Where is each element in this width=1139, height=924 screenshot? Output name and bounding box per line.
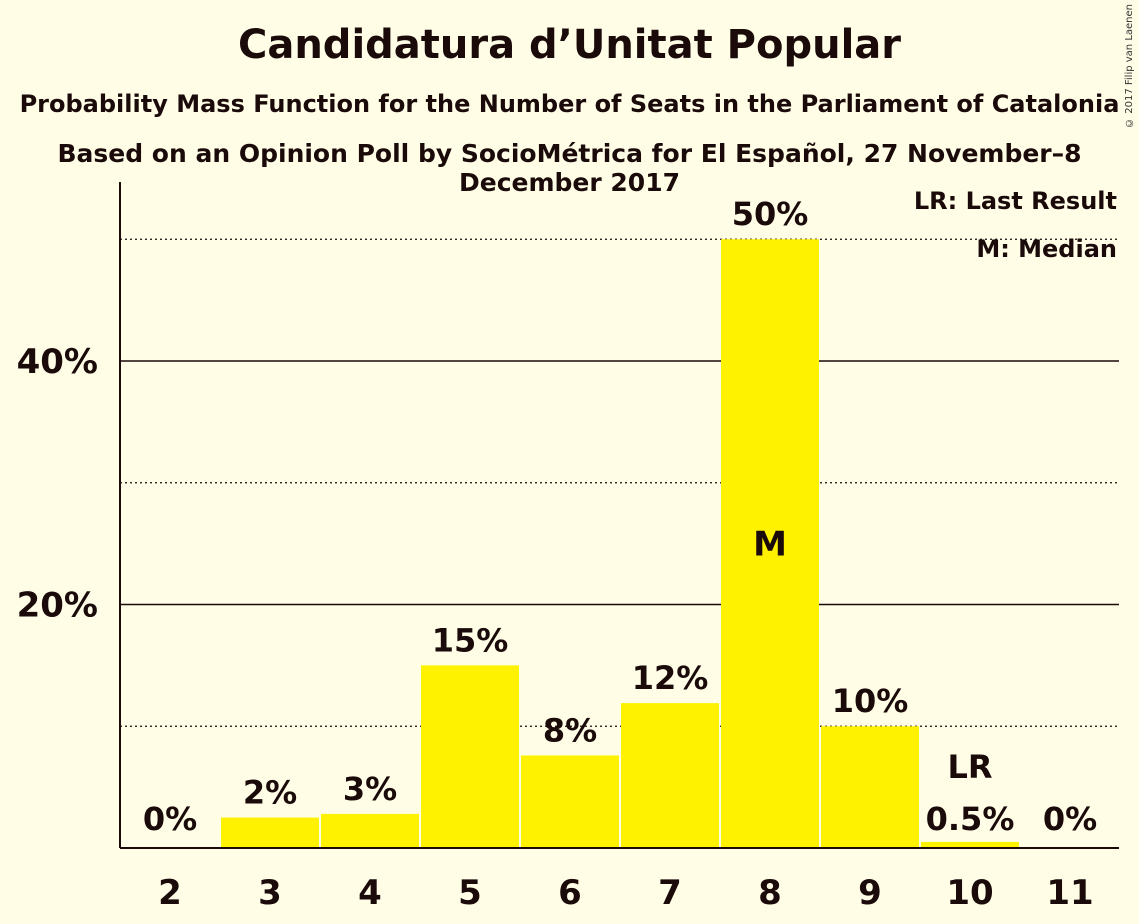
- bar: [921, 841, 1019, 848]
- x-tick-label: 7: [658, 873, 682, 913]
- data-label: 50%: [732, 195, 809, 233]
- data-label: 2%: [243, 774, 297, 812]
- axes: [119, 182, 1119, 849]
- legend-last-result: LR: Last Result: [914, 187, 1117, 215]
- x-tick-label: 11: [1046, 873, 1093, 913]
- data-label: 10%: [832, 682, 909, 720]
- bar: [821, 726, 919, 848]
- data-label: 8%: [543, 711, 597, 749]
- x-tick-label: 10: [946, 873, 993, 913]
- y-tick-label: 40%: [17, 342, 98, 382]
- data-label: 15%: [432, 621, 509, 659]
- median-marker: M: [753, 525, 787, 565]
- bar: [421, 665, 519, 848]
- data-label: 12%: [632, 659, 709, 697]
- x-tick-label: 9: [858, 873, 882, 913]
- x-tick-label: 3: [258, 873, 282, 913]
- bar: [721, 239, 819, 849]
- x-tick-label: 8: [758, 873, 782, 913]
- chart-title: Candidatura d’Unitat Popular: [237, 22, 902, 68]
- gridlines: 20% 40%: [17, 238, 1119, 727]
- bar: [321, 813, 419, 848]
- data-labels: 0% 2 2% 3 3% 4 15% 5 8% 6 12% 7 50% M 8 10% 9 0.5% LR 10 0% 1…: [143, 195, 1097, 913]
- data-label: 0%: [143, 800, 197, 838]
- y-tick-label: 20%: [17, 585, 98, 625]
- x-tick-label: 6: [558, 873, 582, 913]
- last-result-marker: LR: [947, 748, 992, 786]
- data-label: 3%: [343, 770, 397, 808]
- chart-subtitle: Probability Mass Function for the Number…: [19, 90, 1120, 118]
- chart-source: Based on an Opinion Poll by SocioMétrica…: [57, 139, 1082, 197]
- x-tick-label: 2: [158, 873, 182, 913]
- data-label: 0%: [1043, 800, 1097, 838]
- bar: [621, 703, 719, 848]
- legend-median: M: Median: [976, 235, 1117, 263]
- bars: [221, 239, 1019, 849]
- data-label: 0.5%: [926, 800, 1015, 838]
- bar: [221, 817, 319, 848]
- x-tick-label: 5: [458, 873, 482, 913]
- bar: [521, 755, 619, 848]
- x-tick-label: 4: [358, 873, 382, 913]
